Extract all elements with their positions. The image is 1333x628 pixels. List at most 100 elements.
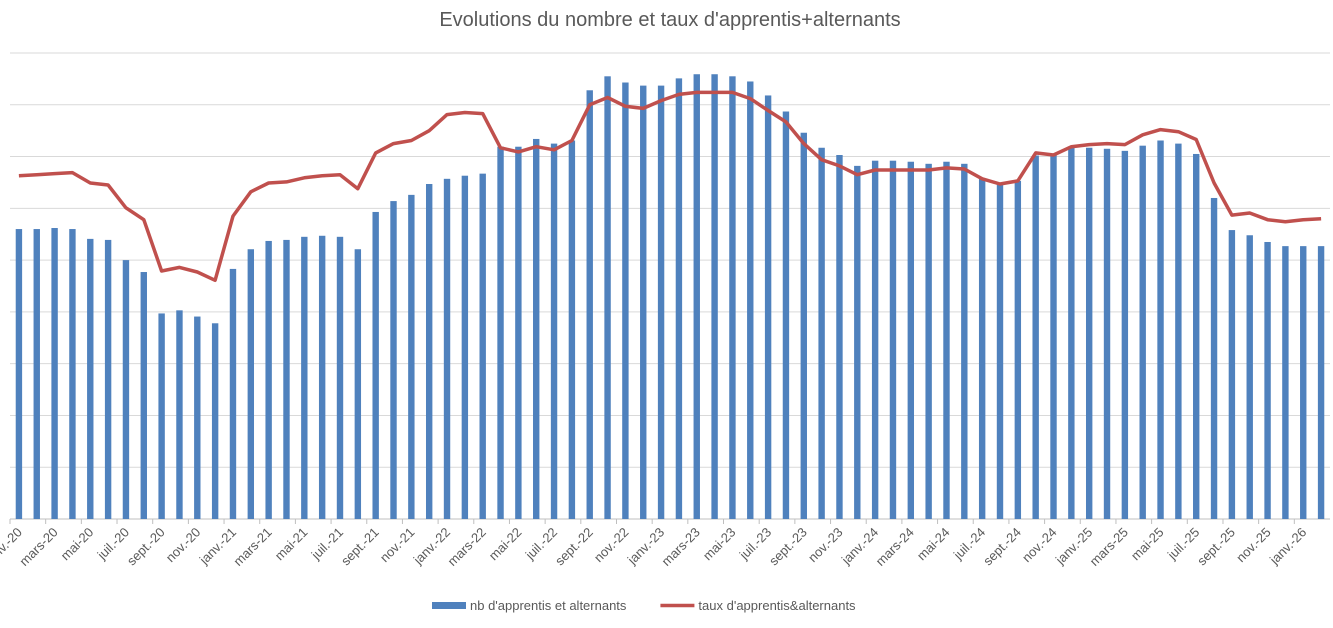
x-tick-label: nov.-24 <box>1019 525 1060 566</box>
bar <box>1228 230 1236 519</box>
x-tick-label: mars-25 <box>1087 525 1131 569</box>
bar <box>1175 143 1182 519</box>
bar <box>1264 241 1271 519</box>
bar <box>1121 150 1129 520</box>
bar <box>461 175 469 520</box>
legend-swatch <box>432 602 466 609</box>
bar <box>747 81 754 519</box>
bar <box>140 272 147 519</box>
bar <box>1317 246 1325 519</box>
bar <box>301 236 308 520</box>
bar <box>497 146 504 519</box>
x-tick-label: mai-22 <box>486 525 525 564</box>
bar <box>782 111 790 520</box>
bar <box>854 165 861 519</box>
x-tick-label: mars-23 <box>659 525 703 569</box>
bar <box>372 211 379 520</box>
x-tick-label: janv.-26 <box>1266 525 1309 568</box>
bar <box>836 155 843 519</box>
bar <box>961 163 968 519</box>
x-tick-label: sept.-24 <box>980 525 1024 569</box>
x-tick-label: nov.-23 <box>805 525 846 566</box>
chart-title: Evolutions du nombre et taux d'apprentis… <box>439 9 900 31</box>
bar <box>640 85 647 520</box>
bar <box>211 323 219 519</box>
x-tick-label: mars-22 <box>444 525 488 569</box>
bar <box>265 240 272 519</box>
bar <box>729 76 736 520</box>
bar <box>69 229 76 520</box>
bar <box>800 132 807 519</box>
bar <box>1014 180 1022 519</box>
bar <box>568 140 576 519</box>
bar <box>1246 235 1253 519</box>
bar <box>996 183 1004 519</box>
x-tick-label: nov.-21 <box>377 525 418 566</box>
bar <box>550 143 558 519</box>
x-tick-label: mai-25 <box>1128 525 1167 564</box>
x-tick-label: sept.-25 <box>1194 525 1238 569</box>
x-tick-label: mai-21 <box>272 525 311 564</box>
legend-label: taux d'apprentis&alternants <box>698 598 856 613</box>
x-tick-label: mai-20 <box>58 525 97 564</box>
x-tick-label: sept.-22 <box>552 525 596 569</box>
bar <box>1085 147 1093 519</box>
bar <box>711 74 718 520</box>
bar <box>1282 246 1289 519</box>
bar <box>586 90 593 519</box>
bar <box>354 249 362 519</box>
x-tick-label: mai-23 <box>700 525 739 564</box>
bar <box>1068 147 1075 519</box>
bar <box>925 163 932 519</box>
x-tick-label: mai-24 <box>914 525 953 564</box>
bar <box>247 249 255 519</box>
bar <box>194 316 201 519</box>
bar <box>15 229 23 520</box>
bar <box>871 160 879 519</box>
bar <box>1300 246 1307 519</box>
bar <box>51 228 58 519</box>
bar <box>604 76 611 520</box>
x-tick-label: sept.-20 <box>124 525 168 569</box>
x-tick-label: nov.-20 <box>163 525 204 566</box>
bar <box>889 160 897 519</box>
bar <box>336 236 344 520</box>
bar <box>764 95 772 520</box>
bar <box>1032 155 1039 519</box>
x-tick-label: mars-24 <box>873 525 917 569</box>
bar <box>1210 197 1218 519</box>
x-tick-label: sept.-23 <box>766 525 810 569</box>
bar <box>1050 155 1057 519</box>
bar <box>33 229 40 520</box>
bar <box>479 173 486 520</box>
bar <box>104 239 112 519</box>
bar <box>176 310 183 519</box>
bar <box>318 235 326 519</box>
bar <box>408 194 415 520</box>
x-tick-label: sept.-21 <box>338 525 382 569</box>
line <box>18 90 1322 283</box>
bar <box>425 183 433 519</box>
bar <box>283 239 290 519</box>
bar <box>533 138 540 519</box>
x-tick-label: mars-21 <box>230 525 274 569</box>
x-tick-label: nov.-25 <box>1233 525 1274 566</box>
bar <box>87 238 94 520</box>
bar <box>122 260 130 519</box>
bar <box>657 85 665 520</box>
legend-label: nb d'apprentis et alternants <box>470 598 627 613</box>
bar <box>158 313 165 519</box>
bar <box>1193 153 1200 519</box>
bar <box>693 74 700 520</box>
bar <box>515 146 522 519</box>
bar <box>943 161 950 519</box>
bar <box>229 268 237 519</box>
bar <box>622 82 629 519</box>
bar <box>443 178 451 519</box>
bar <box>1139 145 1146 519</box>
bar <box>1157 140 1164 519</box>
bar <box>390 201 397 519</box>
bar <box>675 78 683 520</box>
x-tick-label: mars-20 <box>16 525 60 569</box>
